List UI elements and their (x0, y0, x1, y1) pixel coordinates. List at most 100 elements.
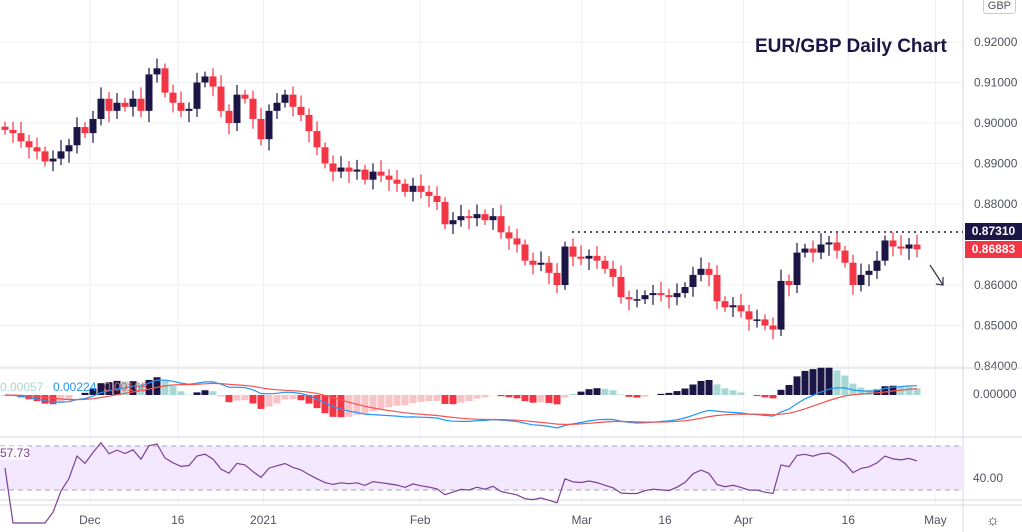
macd-histogram-bar (513, 395, 521, 399)
macd-histogram-bar (705, 380, 713, 395)
macd-histogram-bar (609, 390, 617, 395)
candle-body (465, 216, 473, 219)
candle-body (505, 232, 513, 239)
macd-histogram-bar (833, 370, 841, 395)
macd-histogram-bar (521, 395, 529, 402)
macd-histogram-bar (177, 391, 185, 395)
candle-body (393, 179, 401, 184)
macd-histogram-bar (161, 380, 169, 395)
x-tick-label: Mar (571, 513, 592, 527)
macd-histogram-bar (345, 395, 353, 417)
macd-histogram-bar (137, 383, 145, 395)
candle-body (281, 94, 289, 103)
candle-body (873, 260, 881, 271)
macd-histogram-bar (265, 395, 273, 407)
candle-body (257, 118, 265, 140)
candle-body (737, 305, 745, 312)
candle-body (521, 244, 529, 261)
macd-histogram-bar (729, 390, 737, 395)
candle-body (841, 250, 849, 263)
candle-body (321, 147, 329, 164)
candle-body (785, 280, 793, 285)
candle-body (25, 141, 33, 148)
macd-histogram-bar (697, 380, 705, 395)
macd-histogram-bar (393, 395, 401, 406)
candle-body (529, 260, 537, 265)
candle-body (41, 151, 49, 162)
macd-histogram-bar (553, 395, 561, 405)
macd-histogram-bar (497, 395, 505, 397)
candle-body (641, 295, 649, 300)
y-tick-label: 0.92000 (974, 35, 1018, 49)
candle-body (857, 274, 865, 285)
gear-icon[interactable]: ☼ (986, 512, 1000, 529)
candle-body (801, 248, 809, 253)
macd-histogram-bar (225, 395, 233, 403)
macd-histogram-bar (257, 395, 265, 409)
macd-histogram-bar (809, 369, 817, 395)
macd-histogram-bar (465, 395, 473, 402)
candle-body (9, 129, 17, 134)
candle-body (593, 255, 601, 261)
macd-histogram-bar (593, 388, 601, 395)
macd-histogram-bar (425, 395, 433, 402)
candle-body (89, 118, 97, 134)
candle-body (817, 244, 825, 253)
macd-histogram-value: 0.00057 (0, 380, 44, 394)
macd-histogram-bar (33, 395, 41, 402)
candle-body (897, 246, 905, 249)
macd-histogram-bar (433, 395, 441, 401)
macd-histogram-bar (89, 388, 97, 395)
x-tick-label: 16 (171, 513, 185, 527)
macd-histogram-bar (673, 391, 681, 395)
macd-histogram-bar (353, 395, 361, 415)
candle-body (49, 158, 57, 162)
macd-histogram-bar (313, 395, 321, 409)
candle-body (889, 240, 897, 247)
macd-histogram-bar (785, 384, 793, 395)
candle-body (481, 214, 489, 221)
macd-histogram-bar (249, 395, 257, 404)
candle-body (241, 94, 249, 99)
macd-histogram-bar (713, 384, 721, 395)
candle-body (185, 108, 193, 111)
candle-body (81, 127, 89, 134)
macd-histogram-bar (585, 389, 593, 395)
macd-histogram-bar (601, 388, 609, 395)
macd-histogram-bar (217, 395, 225, 397)
candle-body (745, 311, 753, 320)
candle-body (17, 133, 25, 142)
candle-body (569, 246, 577, 257)
y-tick-label: 0.85000 (974, 319, 1018, 333)
candle-body (441, 201, 449, 225)
candle-body (601, 260, 609, 269)
candle-body (497, 216, 505, 233)
candle-body (97, 98, 105, 119)
macd-histogram-bar (153, 377, 161, 395)
candle-body (329, 163, 337, 172)
candle-body (473, 214, 481, 219)
candle-body (337, 167, 345, 172)
y-tick-label: 0.91000 (974, 76, 1018, 90)
macd-histogram-bar (617, 394, 625, 395)
macd-histogram-bar (449, 395, 457, 405)
candle-body (689, 274, 697, 288)
macd-histogram-bar (849, 383, 857, 395)
y-tick-label: 0.89000 (974, 157, 1018, 171)
candle-body (169, 92, 177, 103)
macd-histogram-bar (417, 395, 425, 402)
candle-body (905, 244, 913, 249)
macd-histogram-bar (841, 375, 849, 395)
currency-badge[interactable]: GBP (982, 0, 1016, 14)
candle-body (1, 126, 9, 130)
candle-body (273, 102, 281, 111)
macd-histogram-bar (193, 392, 201, 395)
resistance-price-tag: 0.87310 (965, 223, 1022, 240)
macd-histogram-bar (81, 392, 89, 395)
macd-histogram-bar (529, 395, 537, 403)
candle-body (361, 169, 369, 180)
macd-histogram-bar (201, 390, 209, 395)
macd-histogram-bar (633, 395, 641, 398)
macd-histogram-bar (689, 384, 697, 395)
